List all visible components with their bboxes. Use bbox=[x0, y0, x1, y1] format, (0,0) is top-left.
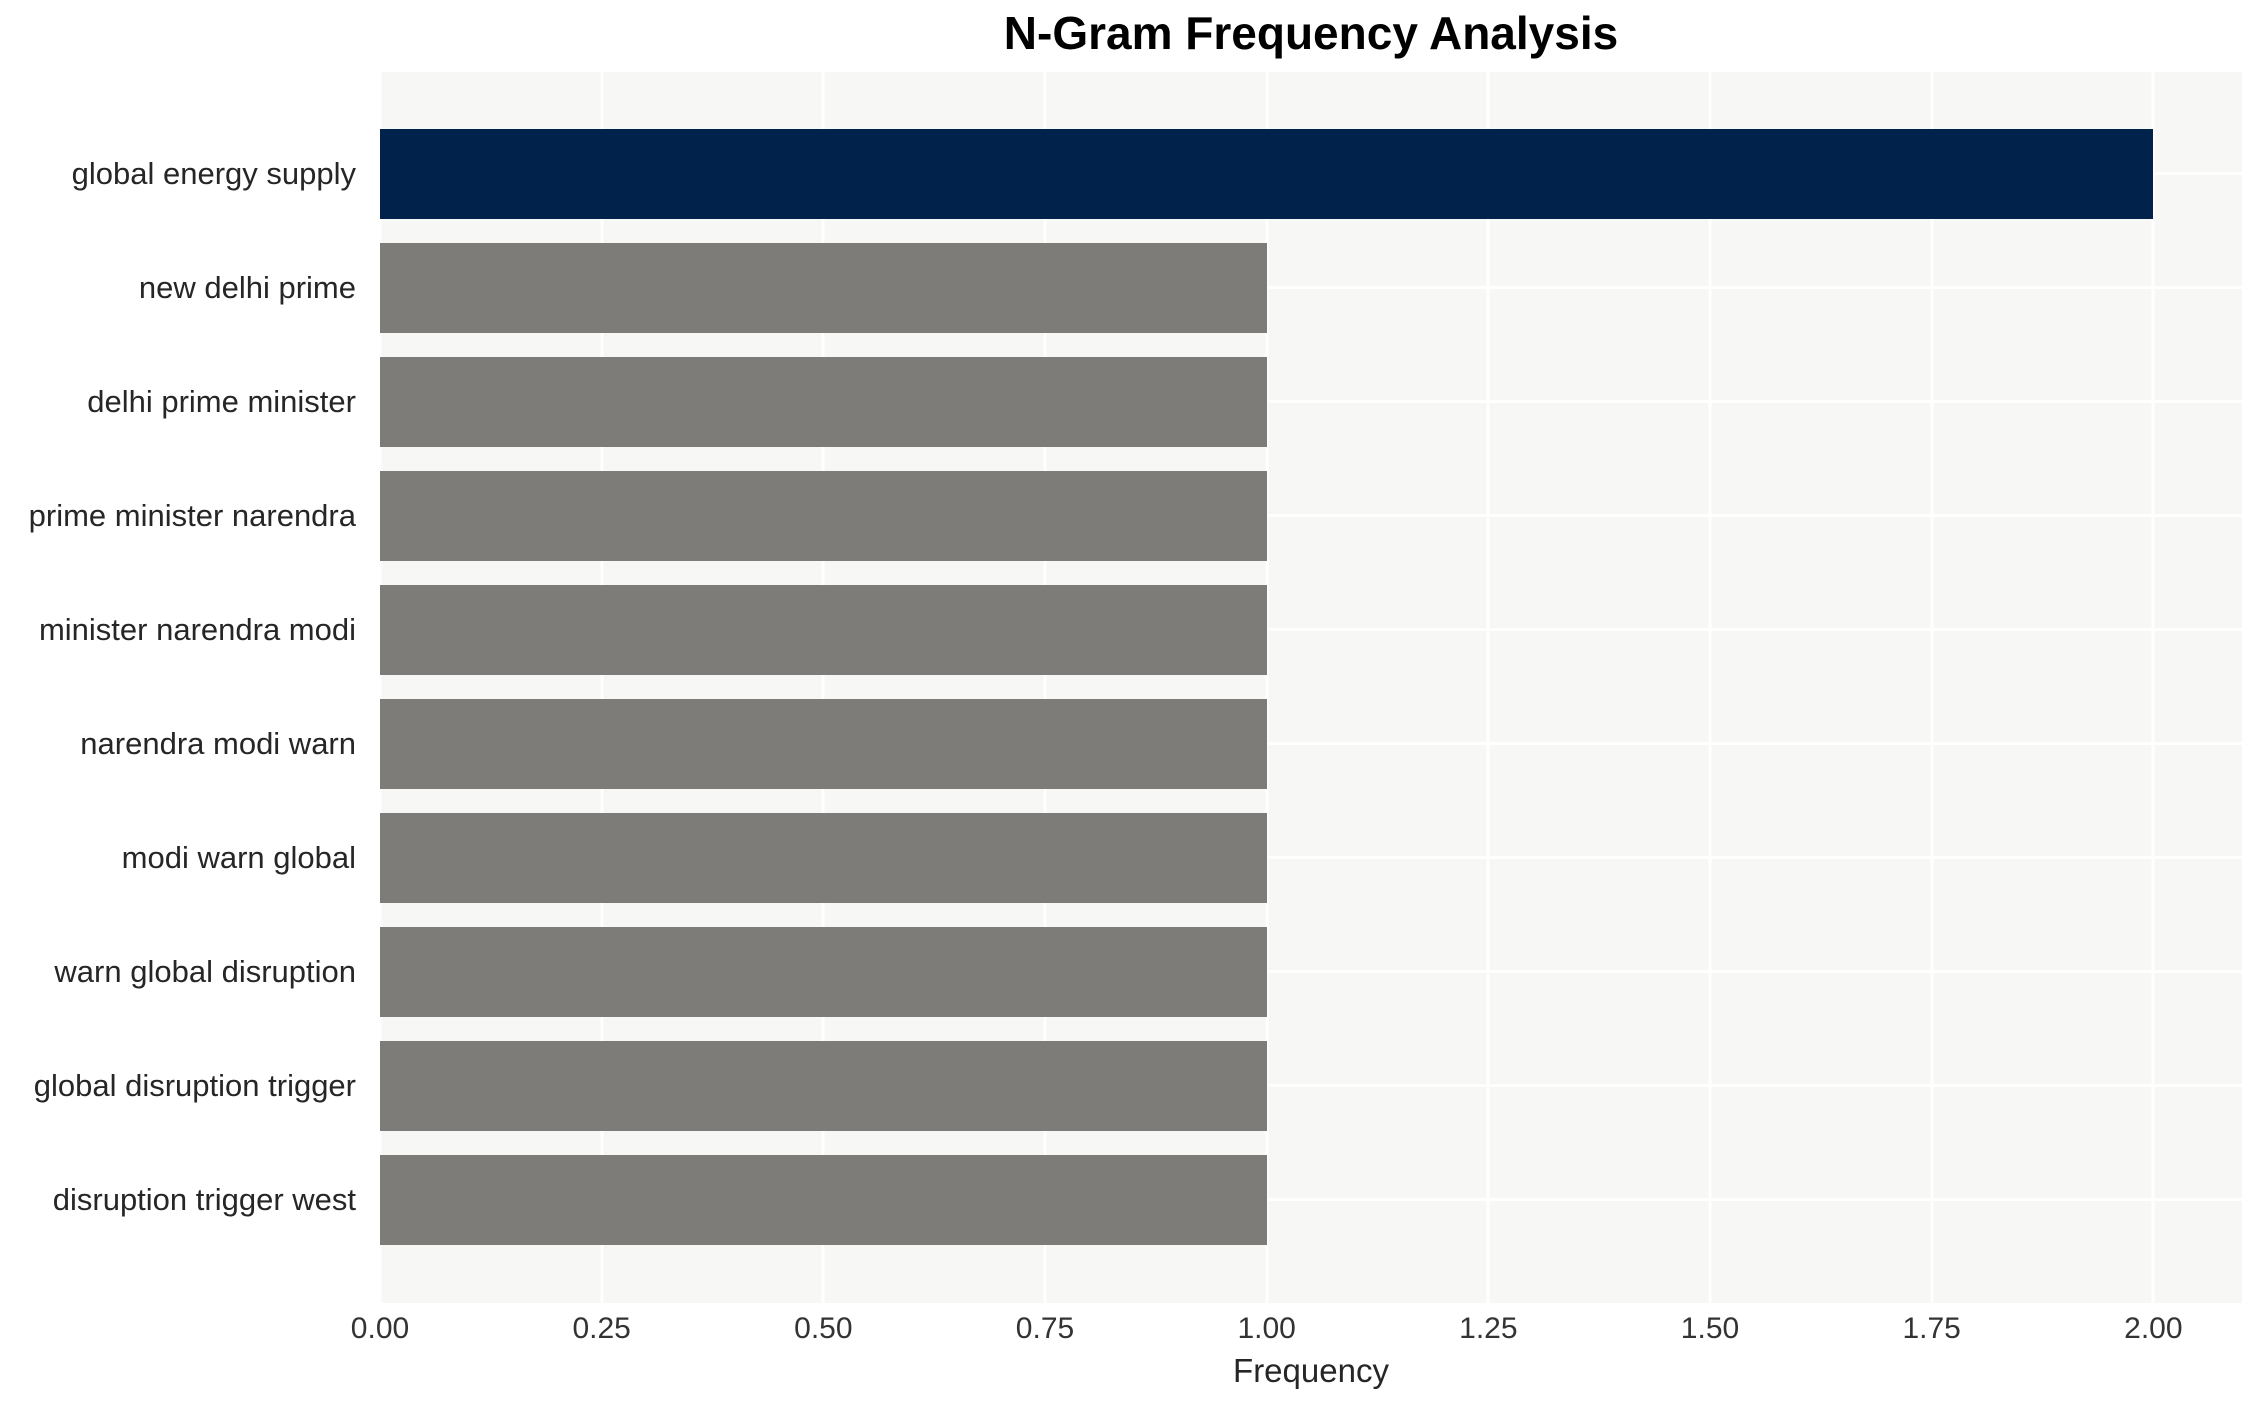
bar-disruption-trigger-west bbox=[380, 1154, 1267, 1245]
bar-new-delhi-prime bbox=[380, 242, 1267, 333]
x-tick-label: 1.50 bbox=[1680, 1312, 1740, 1345]
horizontal-gridline bbox=[380, 286, 2242, 289]
y-tick-label: modi warn global bbox=[121, 839, 356, 875]
plot-area bbox=[378, 72, 2242, 1303]
x-tick-label: 2.00 bbox=[2124, 1312, 2183, 1345]
y-tick-label: prime minister narendra bbox=[28, 497, 356, 533]
x-tick-label: 1.00 bbox=[1237, 1312, 1296, 1345]
vertical-gridline bbox=[2151, 72, 2155, 1303]
bar-minister-narendra-modi bbox=[380, 584, 1267, 675]
bar-narendra-modi-warn bbox=[380, 698, 1267, 789]
vertical-gridline bbox=[1930, 72, 1934, 1303]
bar-warn-global-disruption bbox=[380, 926, 1267, 1017]
y-tick-label: disruption trigger west bbox=[52, 1181, 356, 1217]
vertical-gridline bbox=[1265, 72, 1269, 1303]
x-tick-label: 1.25 bbox=[1459, 1312, 1518, 1345]
y-tick-label: global disruption trigger bbox=[33, 1067, 356, 1103]
horizontal-gridline bbox=[380, 514, 2242, 517]
horizontal-gridline bbox=[380, 970, 2242, 973]
x-axis-tick-row: 0.00 0.25 0.50 0.75 1.00 1.25 1.50 1.75 2.00 bbox=[351, 1312, 2242, 1352]
x-axis-label: Frequency bbox=[1233, 1352, 1389, 1389]
vertical-gridline bbox=[1486, 72, 1490, 1303]
y-tick-label: delhi prime minister bbox=[87, 383, 356, 419]
vertical-gridline bbox=[1043, 72, 1047, 1303]
horizontal-gridline bbox=[380, 742, 2242, 745]
y-tick-label: minister narendra modi bbox=[38, 611, 356, 647]
x-tick-label: 0.00 bbox=[350, 1312, 410, 1345]
x-tick-label: 0.75 bbox=[1015, 1312, 1075, 1345]
y-tick-label: warn global disruption bbox=[54, 953, 356, 989]
horizontal-gridline bbox=[380, 628, 2242, 631]
horizontal-gridline bbox=[380, 1198, 2242, 1201]
chart-title: N-Gram Frequency Analysis bbox=[1003, 7, 1619, 59]
y-tick-label: new delhi prime bbox=[138, 269, 356, 305]
bar-delhi-prime-minister bbox=[380, 356, 1267, 447]
vertical-gridline bbox=[378, 72, 382, 1303]
y-axis-labels: global energy supply new delhi prime delhi… bbox=[0, 72, 368, 1303]
vertical-gridline bbox=[821, 72, 825, 1303]
x-tick-label: 1.75 bbox=[1902, 1312, 1961, 1345]
vertical-gridline bbox=[1708, 72, 1712, 1303]
y-tick-label: narendra modi warn bbox=[80, 725, 356, 761]
bar-global-energy-supply bbox=[380, 128, 2154, 219]
x-tick-label: 0.50 bbox=[794, 1312, 853, 1345]
x-tick-label: 0.25 bbox=[572, 1312, 631, 1345]
horizontal-gridline bbox=[380, 1084, 2242, 1087]
y-tick-label: global energy supply bbox=[71, 155, 356, 191]
bar-modi-warn-global bbox=[380, 812, 1267, 903]
bar-prime-minister-narendra bbox=[380, 470, 1267, 561]
bar-global-disruption-trigger bbox=[380, 1040, 1267, 1131]
horizontal-gridline bbox=[380, 856, 2242, 859]
vertical-gridline bbox=[600, 72, 604, 1303]
horizontal-gridline bbox=[380, 400, 2242, 403]
